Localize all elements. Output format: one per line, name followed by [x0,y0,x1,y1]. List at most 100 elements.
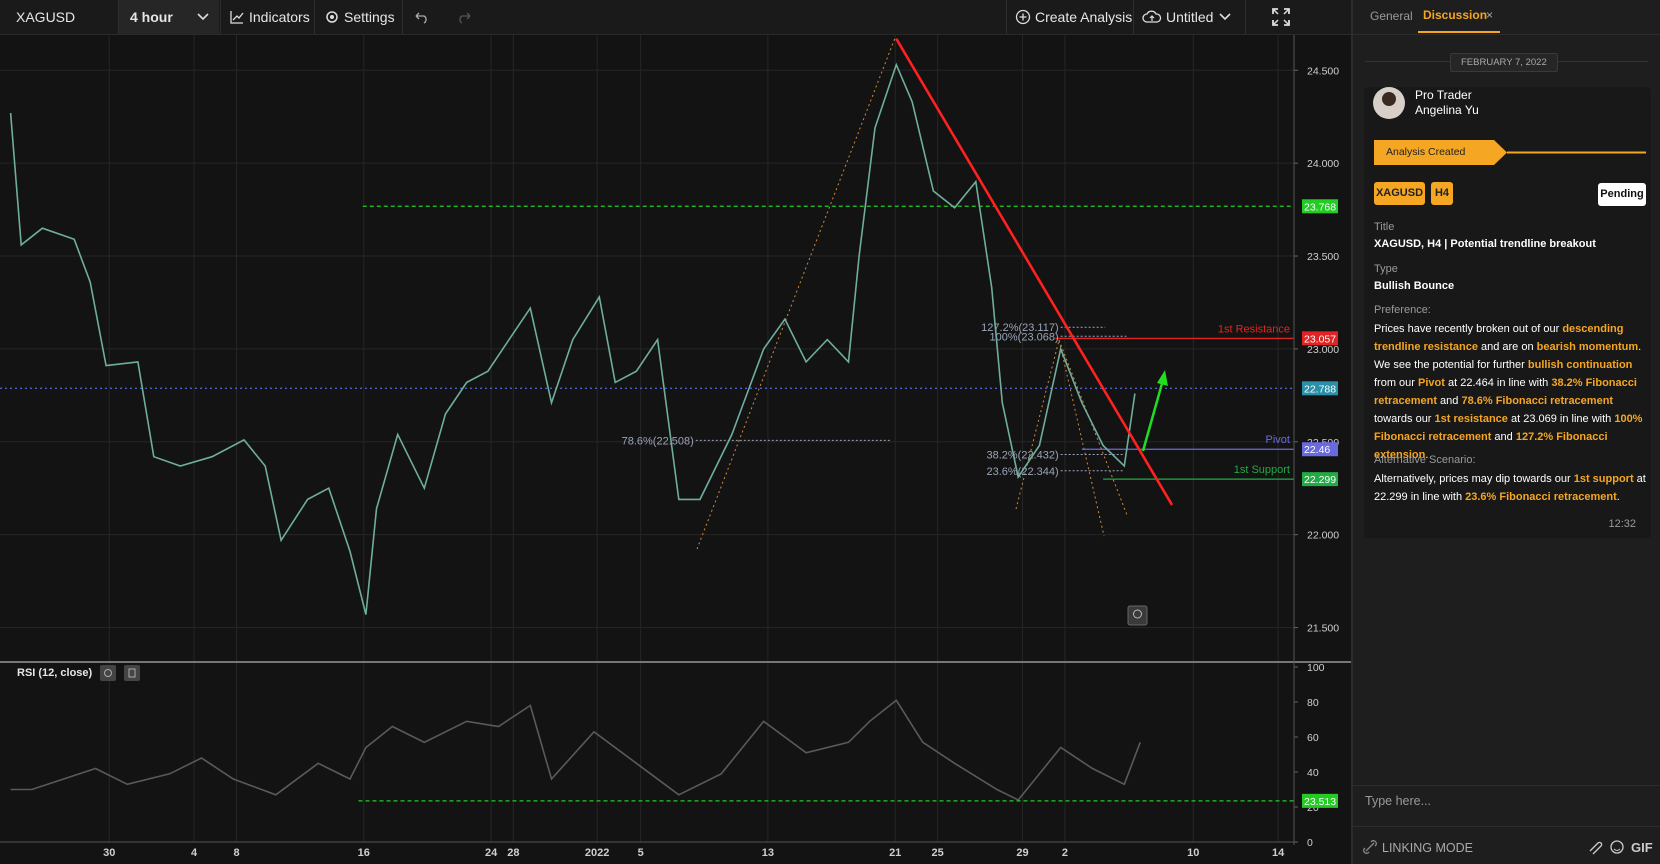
x-tick-label: 21 [889,847,901,859]
indicator-label: RSI (12, close) [17,667,93,679]
fib-label: 127.2%(23.117) [981,322,1058,334]
interval-box[interactable] [119,0,219,34]
y-tick-label: 24.500 [1307,65,1339,77]
linking-mode[interactable]: LINKING MODE [1382,841,1473,855]
indicators-button[interactable]: Indicators [249,9,310,25]
message-input[interactable]: Type here... [1365,794,1432,808]
x-tick-label: 5 [638,847,644,859]
text: from our [1374,377,1419,389]
text: . We see the potential for further [1374,341,1642,371]
interval[interactable]: 4 hour [130,9,173,25]
fib-label: 100%(23.068) [990,331,1059,343]
y-tick-label: 23.000 [1307,344,1339,356]
text: Alternatively, prices may dip towards ou… [1374,473,1574,485]
price-label: 23.057 [1304,333,1336,345]
settings-icon [326,11,338,23]
separator [1006,0,1007,34]
tab-active[interactable]: Discussion [1423,8,1488,22]
price-label: 22.46 [1304,444,1330,456]
divider [1353,826,1660,827]
fib-label: 78.6%(22.508) [622,435,694,447]
level-name: Pivot [1266,434,1290,446]
fib-leg [696,37,896,550]
separator [1245,0,1246,34]
price-label-box [1302,442,1338,457]
x-tick-label: 8 [233,847,239,859]
tag: XAGUSD [1374,182,1425,205]
price-label: 22.788 [1304,383,1336,395]
x-tick-label: 24 [485,847,498,859]
indicators-icon [230,11,244,24]
y-tick-label: 100 [1307,662,1325,674]
cloud-icon [1142,10,1162,23]
level-name: 1st Support [1234,464,1290,476]
price-label-box [1302,793,1338,808]
message-time: 12:32 [1608,518,1636,530]
text: at 22.464 in line with [1444,377,1552,389]
bulb-icon [1133,609,1142,619]
x-tick-label: 29 [1016,847,1028,859]
text: towards our [1374,413,1435,425]
separator [1133,0,1134,34]
author-name: Angelina Yu [1415,103,1479,117]
tab-close[interactable]: × [1486,8,1494,22]
text: and [1491,431,1516,443]
y-tick-label: 60 [1307,732,1319,744]
author-role: Pro Trader [1415,88,1472,102]
x-tick-label: 30 [103,847,115,859]
tab[interactable]: General [1370,9,1413,23]
x-tick-label: 2022 [585,847,609,859]
symbol[interactable]: XAGUSD [16,9,76,25]
highlight-text: bullish continuation [1527,359,1633,371]
separator [118,0,119,34]
create-analysis-button[interactable]: Create Analysis [1035,9,1133,25]
highlight-text: 1st support [1573,473,1634,485]
chevron [1219,13,1231,21]
layout-name[interactable]: Untitled [1166,9,1214,25]
indicator-settings[interactable] [100,665,116,681]
preference-text: Prices have recently broken out of our d… [1374,320,1646,464]
price-label-box [1302,472,1338,487]
create-icon [1015,9,1031,25]
preference-label: Preference: [1374,304,1431,316]
status: Analysis Created [1386,146,1466,158]
highlight-text: 1st resistance [1434,413,1508,425]
idea-button[interactable] [1127,605,1148,626]
text: at 22.299 in line with [1374,473,1646,503]
x-tick-label: 2 [1062,847,1068,859]
highlight-text: 23.6% Fibonacci retracement [1465,491,1617,503]
link-icon [1363,840,1377,854]
projection-arrow [1141,379,1165,452]
alternative-text: Alternatively, prices may dip towards ou… [1374,470,1646,506]
x-tick-label: 13 [762,847,774,859]
y-tick-label: 40 [1307,767,1319,779]
chart: 30 4 8 16 24 28 2022 5 13 21 25 29 2 10 14 24.500 24.000… [0,35,1351,864]
input-icons[interactable] [1587,839,1627,855]
price-label-box [1302,331,1338,346]
date-pill: FEBRUARY 7, 2022 [1450,53,1558,72]
price-label: 22.299 [1304,474,1336,486]
separator [314,0,315,34]
highlight-text: bearish momentum [1536,341,1639,353]
tab-underline [1418,31,1500,33]
y-tick-label: 22.000 [1307,530,1339,542]
status-ribbon [1374,140,1646,165]
undo-redo[interactable] [413,10,473,24]
price-label-box [1302,381,1338,396]
trash-icon [128,668,136,678]
settings-button[interactable]: Settings [344,9,395,25]
y-tick-label: 0 [1307,837,1313,849]
gear-icon [104,669,112,677]
avatar [1373,87,1405,119]
fullscreen-button[interactable] [1271,7,1291,27]
highlight-text: descending trendline resistance [1374,323,1624,353]
separator [220,0,221,34]
state-badge: Pending [1598,183,1646,206]
indicator-delete[interactable] [124,665,140,681]
y-tick-label: 23.500 [1307,251,1339,263]
y-tick-label: 20 [1307,802,1319,814]
x-tick-label: 16 [358,847,370,859]
gif-button[interactable]: GIF [1631,840,1653,855]
